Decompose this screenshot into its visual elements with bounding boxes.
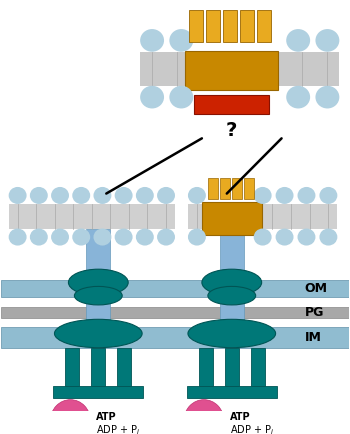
Circle shape [136,187,154,204]
Bar [206,10,220,42]
Circle shape [140,29,164,52]
Bar [1,279,349,296]
Text: ?: ? [226,122,237,140]
Circle shape [9,229,27,246]
Bar [186,51,278,90]
Ellipse shape [55,319,142,348]
Ellipse shape [202,269,262,296]
Circle shape [254,229,272,246]
Bar [244,178,254,199]
Bar [199,348,213,386]
Bar [194,95,269,114]
Circle shape [286,29,310,52]
Circle shape [169,29,193,52]
Text: ATP: ATP [230,412,250,422]
Bar [86,229,110,327]
Circle shape [30,229,48,246]
Ellipse shape [50,400,90,434]
Circle shape [140,86,164,108]
Bar [251,348,265,386]
Bar [257,10,271,42]
Bar [91,348,105,386]
Circle shape [93,187,111,204]
Circle shape [157,187,175,204]
Bar [225,348,239,386]
Ellipse shape [75,286,122,305]
Circle shape [169,86,193,108]
Circle shape [298,187,315,204]
Bar [202,202,262,235]
Bar [220,229,244,327]
Circle shape [136,229,154,246]
Bar [9,204,175,229]
Bar [1,327,349,348]
Circle shape [188,187,206,204]
Bar [188,204,337,229]
Circle shape [315,29,340,52]
Circle shape [51,187,69,204]
Bar [189,10,203,42]
Text: PG: PG [304,306,324,319]
Circle shape [275,187,294,204]
Text: ADP + P$_i$: ADP + P$_i$ [230,423,274,434]
Circle shape [115,187,133,204]
Circle shape [115,229,133,246]
Bar [187,386,276,398]
Text: OM: OM [304,282,328,295]
Text: ATP: ATP [96,412,117,422]
Circle shape [254,187,272,204]
Ellipse shape [208,286,256,305]
Bar [223,10,237,42]
Bar [208,178,218,199]
Circle shape [30,187,48,204]
Circle shape [72,229,90,246]
Ellipse shape [188,319,275,348]
Circle shape [275,229,294,246]
Circle shape [9,187,27,204]
Circle shape [315,86,340,108]
Ellipse shape [184,400,224,434]
Bar [54,386,143,398]
Circle shape [286,86,310,108]
Bar [232,178,242,199]
Bar [220,178,230,199]
Circle shape [93,229,111,246]
Ellipse shape [68,269,128,296]
Bar [240,10,254,42]
Bar [1,307,349,319]
Circle shape [298,229,315,246]
Circle shape [51,229,69,246]
Circle shape [72,187,90,204]
Circle shape [157,229,175,246]
Text: IM: IM [304,331,321,344]
Text: ADP + P$_i$: ADP + P$_i$ [96,423,141,434]
Bar [140,52,340,86]
Circle shape [320,229,337,246]
Circle shape [320,187,337,204]
Circle shape [188,229,206,246]
Bar [117,348,131,386]
Bar [65,348,79,386]
